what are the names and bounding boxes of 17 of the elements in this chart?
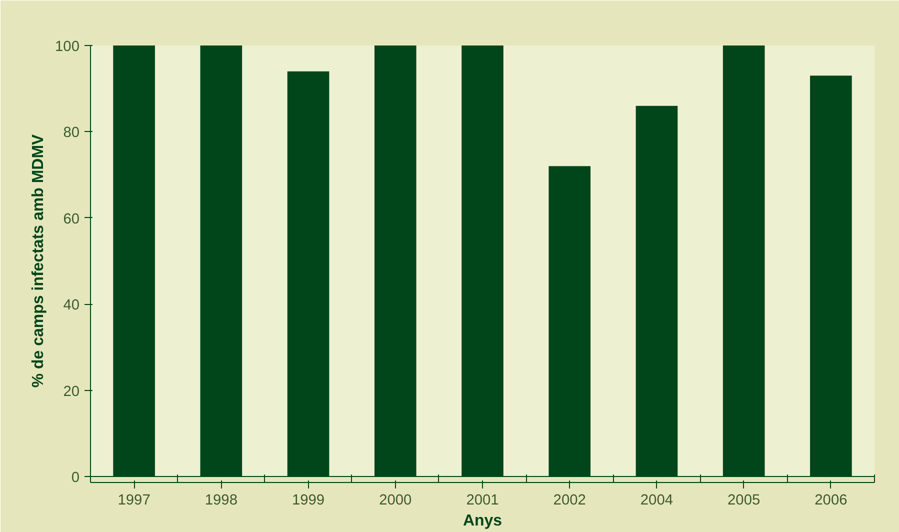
x-tick-label: 2006	[814, 492, 848, 508]
x-tick-label: 2000	[379, 492, 412, 508]
x-tick-label: 1999	[292, 492, 325, 508]
x-tick-label: 1997	[118, 492, 150, 508]
x-tick-label: 1998	[204, 492, 238, 508]
y-tick-label: 20	[63, 384, 80, 400]
y-tick-label: 80	[63, 125, 80, 142]
x-tick-label: 2001	[466, 492, 499, 508]
y-tick-label: 100	[55, 39, 80, 55]
y-tick-label: 0	[71, 470, 80, 486]
y-tick-label: 40	[63, 298, 80, 314]
x-tick-label: 2002	[553, 492, 586, 508]
x-tick-label: 2004	[640, 492, 674, 508]
y-axis-title: % de camps infectats amb MDMV	[30, 134, 48, 388]
y-tick-label: 60	[63, 211, 80, 228]
x-axis-title: Anys	[462, 512, 502, 530]
x-tick-label: 2005	[728, 492, 760, 508]
